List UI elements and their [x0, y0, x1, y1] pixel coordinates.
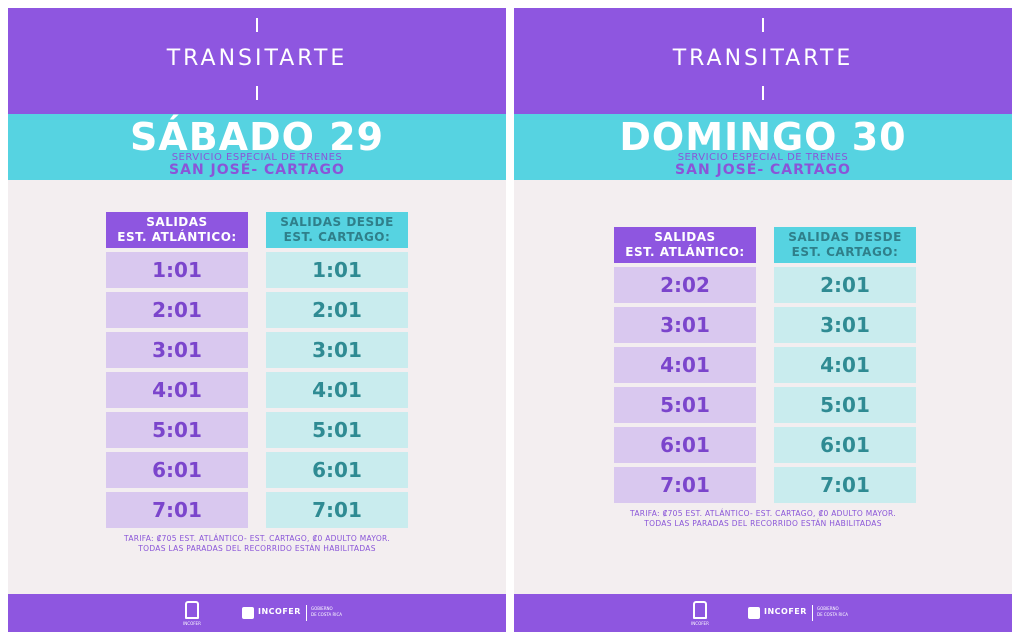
- poster-saturday: TRANSITARTE SÁBADO 29 SERVICIO ESPECIAL …: [8, 8, 506, 632]
- fare-line: TARIFA: ₡705 EST. ATLÁNTICO- EST. CARTAG…: [124, 534, 390, 543]
- departure-time: 3:01: [106, 332, 248, 368]
- fare-note: TARIFA: ₡705 EST. ATLÁNTICO- EST. CARTAG…: [8, 534, 506, 554]
- service-subtitle: SERVICIO ESPECIAL DE TRENES: [171, 152, 343, 163]
- departure-time: 6:01: [266, 452, 408, 488]
- departure-time: 3:01: [614, 307, 756, 343]
- header-line: SALIDAS DESDE: [788, 230, 902, 244]
- departure-time: 4:01: [266, 372, 408, 408]
- departure-time: 6:01: [106, 452, 248, 488]
- divider-tick: [762, 18, 764, 32]
- seal-label: INCOFER: [183, 621, 201, 626]
- divider-tick: [256, 86, 258, 100]
- departure-time: 6:01: [774, 427, 916, 463]
- day-band: SÁBADO 29 SERVICIO ESPECIAL DE TRENES SA…: [8, 114, 506, 180]
- coat-of-arms-icon: [185, 601, 199, 619]
- header-line: EST. ATLÁNTICO:: [625, 245, 745, 259]
- gov-line: DE COSTA RICA: [817, 612, 848, 617]
- day-title: DOMINGO 30: [619, 115, 907, 159]
- divider-tick: [762, 86, 764, 100]
- header-line: SALIDAS DESDE: [280, 215, 394, 229]
- incofer-logo-icon: [748, 607, 760, 619]
- departure-time: 7:01: [614, 467, 756, 503]
- government-logo-text: GOBIERNO DE COSTA RICA: [817, 606, 857, 618]
- seal-label: INCOFER: [691, 621, 709, 626]
- fare-line: TARIFA: ₡705 EST. ATLÁNTICO- EST. CARTAG…: [630, 509, 896, 518]
- header-line: EST. CARTAGO:: [791, 245, 899, 259]
- header-line: SALIDAS: [146, 215, 208, 229]
- stops-line: TODAS LAS PARADAS DEL RECORRIDO ESTÁN HA…: [138, 544, 376, 553]
- departure-time: 2:01: [266, 292, 408, 328]
- day-band: DOMINGO 30 SERVICIO ESPECIAL DE TRENES S…: [514, 114, 1012, 180]
- departure-time: 4:01: [106, 372, 248, 408]
- departure-time: 5:01: [774, 387, 916, 423]
- departure-time: 7:01: [774, 467, 916, 503]
- departure-time: 3:01: [266, 332, 408, 368]
- column-header-cartago: SALIDAS DESDE EST. CARTAGO:: [774, 227, 916, 263]
- departure-time: 6:01: [614, 427, 756, 463]
- route-title: SAN JOSÉ- CARTAGO: [675, 162, 851, 178]
- departure-time: 5:01: [106, 412, 248, 448]
- brand-title: TRANSITARTE: [166, 46, 348, 71]
- departure-time: 1:01: [266, 252, 408, 288]
- header-line: EST. ATLÁNTICO:: [117, 230, 237, 244]
- departure-time: 2:01: [774, 267, 916, 303]
- departure-time: 1:01: [106, 252, 248, 288]
- poster-sunday: TRANSITARTE DOMINGO 30 SERVICIO ESPECIAL…: [514, 8, 1012, 632]
- departure-time: 5:01: [266, 412, 408, 448]
- departure-time: 3:01: [774, 307, 916, 343]
- departure-time: 7:01: [266, 492, 408, 528]
- brand-title: TRANSITARTE: [672, 46, 854, 71]
- departure-time: 4:01: [614, 347, 756, 383]
- footer-divider: [306, 605, 307, 621]
- departure-time: 5:01: [614, 387, 756, 423]
- column-header-cartago: SALIDAS DESDE EST. CARTAGO:: [266, 212, 408, 248]
- gov-line: GOBIERNO: [817, 606, 839, 611]
- government-logo-text: GOBIERNO DE COSTA RICA: [311, 606, 351, 618]
- gov-line: DE COSTA RICA: [311, 612, 342, 617]
- schedule-column-cartago: SALIDAS DESDE EST. CARTAGO: 1:01 2:01 3:0…: [266, 212, 408, 528]
- departure-time: 4:01: [774, 347, 916, 383]
- header-line: EST. CARTAGO:: [283, 230, 391, 244]
- service-subtitle: SERVICIO ESPECIAL DE TRENES: [677, 152, 849, 163]
- header-line: SALIDAS: [654, 230, 716, 244]
- gov-line: GOBIERNO: [311, 606, 333, 611]
- schedule-column-cartago: SALIDAS DESDE EST. CARTAGO: 2:01 3:01 4:0…: [774, 227, 916, 503]
- departure-time: 2:02: [614, 267, 756, 303]
- poster-header: TRANSITARTE: [514, 8, 1012, 114]
- column-header-atlantico: SALIDAS EST. ATLÁNTICO:: [614, 227, 756, 263]
- stops-line: TODAS LAS PARADAS DEL RECORRIDO ESTÁN HA…: [644, 519, 882, 528]
- route-title: SAN JOSÉ- CARTAGO: [169, 162, 345, 178]
- day-title: SÁBADO 29: [129, 115, 385, 159]
- poster-footer: INCOFER INCOFER GOBIERNO DE COSTA RICA: [8, 594, 506, 632]
- departure-time: 2:01: [106, 292, 248, 328]
- departure-time: 7:01: [106, 492, 248, 528]
- schedule-column-atlantico: SALIDAS EST. ATLÁNTICO: 1:01 2:01 3:01 4:…: [106, 212, 248, 528]
- column-header-atlantico: SALIDAS EST. ATLÁNTICO:: [106, 212, 248, 248]
- coat-of-arms-icon: [693, 601, 707, 619]
- incofer-logo-text: INCOFER: [258, 607, 301, 616]
- incofer-logo-text: INCOFER: [764, 607, 807, 616]
- divider-tick: [256, 18, 258, 32]
- schedule-column-atlantico: SALIDAS EST. ATLÁNTICO: 2:02 3:01 4:01 5:…: [614, 227, 756, 503]
- footer-divider: [812, 605, 813, 621]
- fare-note: TARIFA: ₡705 EST. ATLÁNTICO- EST. CARTAG…: [514, 509, 1012, 529]
- poster-header: TRANSITARTE: [8, 8, 506, 114]
- incofer-logo-icon: [242, 607, 254, 619]
- poster-footer: INCOFER INCOFER GOBIERNO DE COSTA RICA: [514, 594, 1012, 632]
